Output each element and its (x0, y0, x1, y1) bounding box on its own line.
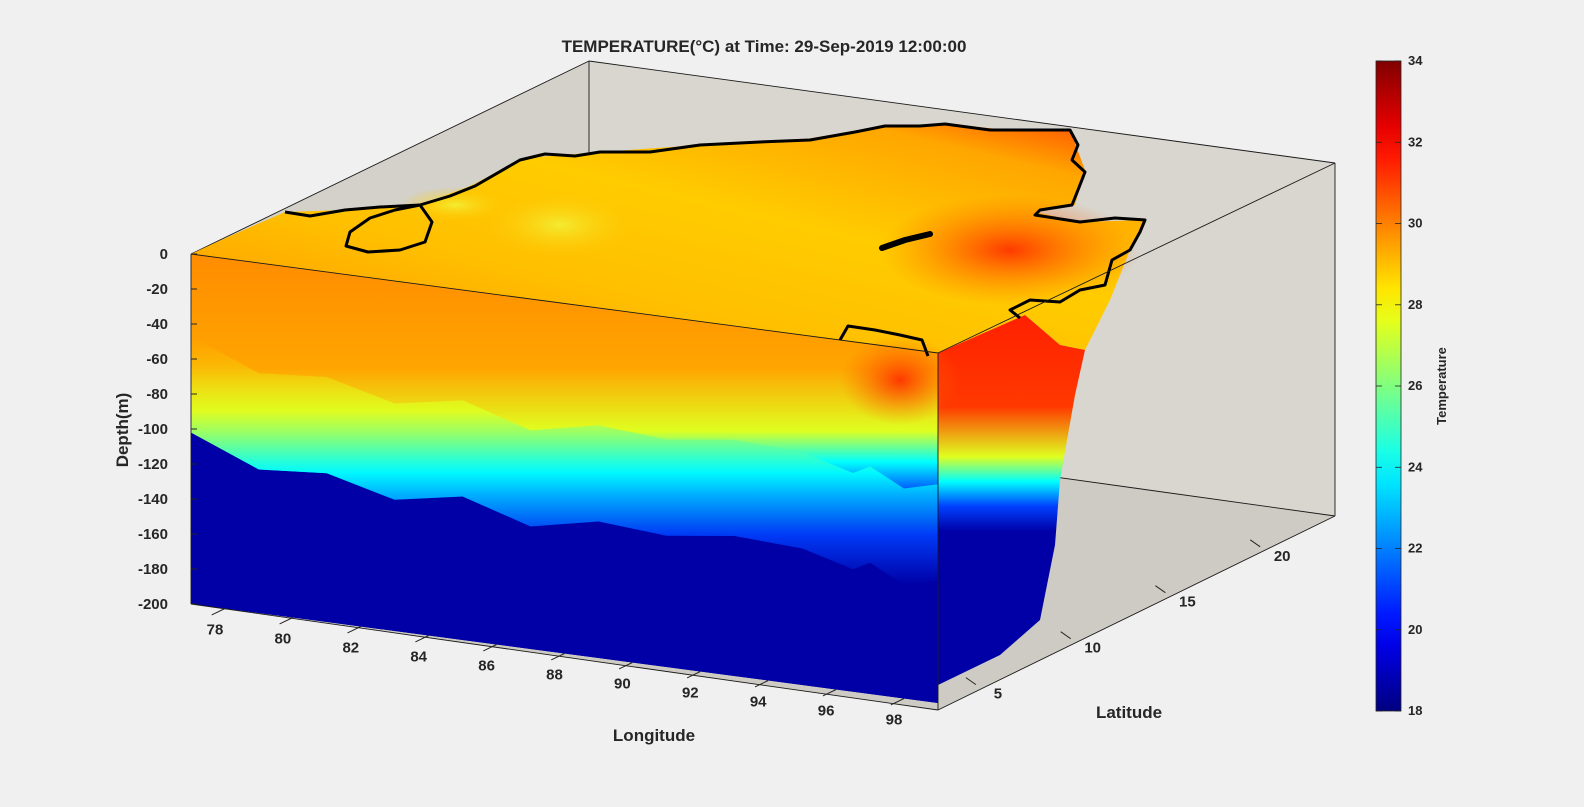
depth-axis: 0 -20 -40 -60 -80 -100 -120 -140 -160 -180 -200 (138, 246, 197, 613)
island-andaman (879, 231, 933, 251)
surface-warm-patch (880, 195, 1140, 305)
longitude-tick-label: 88 (546, 667, 563, 684)
coastline-north (284, 122, 1147, 320)
latitude-tick-label: 20 (1274, 548, 1291, 565)
longitude-tick (415, 635, 429, 643)
latitude-tick (965, 677, 977, 686)
longitude-tick (211, 608, 226, 616)
east-temperature-slice (938, 315, 1085, 685)
colorbar: 34 32 30 28 26 24 22 20 18 Temperature (1375, 53, 1449, 718)
longitude-tick (822, 689, 837, 697)
longitude-tick (754, 680, 769, 688)
latitude-axis: 5 10 15 20 (965, 539, 1291, 703)
colorbar-tick-label: 30 (1408, 216, 1422, 231)
depth-tick-label: -120 (138, 456, 168, 473)
longitude-tick-label: 92 (682, 685, 699, 702)
deep-water-region (191, 432, 938, 703)
surface-cool-patch (480, 190, 640, 260)
depth-tick-label: -20 (146, 281, 168, 298)
depth-tick-label: -200 (138, 596, 168, 613)
latitude-tick-label: 15 (1179, 594, 1196, 611)
depth-axis-label: Depth(m) (113, 393, 132, 468)
longitude-tick-label: 78 (207, 622, 224, 639)
coastline-east (838, 324, 930, 357)
colorbar-ticks: 34 32 30 28 26 24 22 20 18 (1376, 53, 1423, 718)
coastline (284, 122, 1147, 357)
depth-tick-label: -80 (146, 386, 168, 403)
longitude-tick (347, 626, 362, 634)
longitude-tick-label: 80 (275, 631, 292, 648)
depth-tick-label: -140 (138, 491, 168, 508)
longitude-tick-label: 90 (614, 676, 631, 693)
front-warm-patch (840, 335, 960, 425)
thermocline-band (191, 336, 938, 585)
chart-title: TEMPERATURE(°C) at Time: 29-Sep-2019 12:… (562, 37, 967, 56)
latitude-tick-label: 5 (994, 686, 1002, 703)
latitude-tick (1249, 539, 1261, 548)
depth-tick-label: -160 (138, 526, 168, 543)
depth-tick-label: -180 (138, 561, 168, 578)
longitude-tick (686, 671, 701, 679)
depth-tick-label: 0 (160, 246, 168, 263)
longitude-tick-label: 82 (342, 640, 359, 657)
colorbar-tick-label: 24 (1408, 459, 1423, 474)
latitude-tick (1155, 585, 1166, 594)
colorbar-tick-label: 26 (1408, 378, 1422, 393)
longitude-tick-label: 94 (750, 694, 767, 711)
surface-temperature-slice (191, 124, 1145, 353)
longitude-axis-label: Longitude (613, 726, 695, 745)
longitude-tick (550, 653, 565, 661)
longitude-tick (618, 662, 633, 670)
island-sri-lanka (344, 203, 434, 254)
depth-tick-label: -40 (146, 316, 168, 333)
longitude-tick (483, 644, 497, 652)
colorbar-tick-label: 32 (1408, 134, 1422, 149)
longitude-axis: 78 80 82 84 86 88 90 92 94 96 98 (207, 608, 905, 729)
colorbar-label: Temperature (1434, 347, 1449, 425)
colorbar-tick-label: 20 (1408, 622, 1422, 637)
depth-tick-label: -100 (138, 421, 168, 438)
longitude-tick (890, 698, 905, 706)
longitude-tick-label: 86 (478, 658, 495, 675)
latitude-axis-label: Latitude (1096, 703, 1162, 722)
longitude-tick-label: 84 (410, 649, 427, 666)
colorbar-tick-label: 22 (1408, 541, 1422, 556)
latitude-tick (1060, 631, 1071, 640)
longitude-tick-label: 96 (818, 703, 835, 720)
colorbar-tick-label: 18 (1408, 703, 1422, 718)
colorbar-tick-label: 34 (1408, 53, 1423, 68)
latitude-tick-label: 10 (1084, 640, 1101, 657)
longitude-tick-label: 98 (886, 712, 903, 729)
temperature-volume (191, 124, 1145, 703)
depth-tick-label: -60 (146, 351, 168, 368)
longitude-tick (279, 617, 294, 625)
colorbar-tick-label: 28 (1408, 297, 1422, 312)
